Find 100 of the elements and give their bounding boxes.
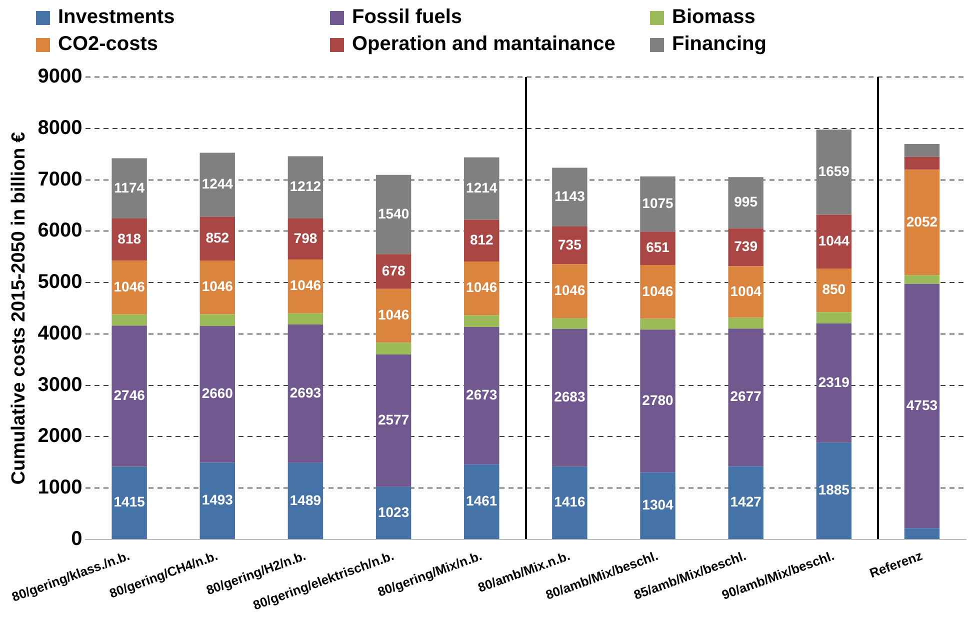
bar <box>464 315 500 328</box>
bar <box>288 260 324 314</box>
bar <box>200 326 236 463</box>
data-label: 1075 <box>642 194 674 211</box>
bar <box>816 130 852 215</box>
bar <box>288 156 324 219</box>
legend-label: Biomass <box>671 5 756 30</box>
bar <box>816 323 852 443</box>
bar <box>200 152 236 217</box>
data-label: 1489 <box>290 492 322 508</box>
data-label: 798 <box>294 230 318 246</box>
data-label: 1023 <box>378 504 410 520</box>
legend-label: CO2-costs <box>57 32 160 57</box>
data-label: 1214 <box>466 179 498 196</box>
bar <box>552 328 588 467</box>
bar <box>112 314 147 326</box>
bar <box>200 462 236 539</box>
data-label: 735 <box>558 236 582 252</box>
data-label: 2693 <box>290 384 322 401</box>
legend-label: Financing <box>671 32 768 57</box>
bar <box>640 472 676 539</box>
data-label: 2660 <box>202 385 234 402</box>
bar <box>904 144 940 157</box>
data-label: 2780 <box>642 392 674 408</box>
bar <box>464 220 500 262</box>
y-tick-label: 7000 <box>38 168 82 190</box>
data-label: 1174 <box>114 179 145 196</box>
y-tick-label: 9000 <box>38 66 82 88</box>
data-label: 1415 <box>114 494 146 510</box>
bar <box>904 170 940 276</box>
legend-label: Fossil fuels <box>351 5 464 30</box>
data-label: 1046 <box>114 278 146 294</box>
bar <box>816 214 852 268</box>
y-axis-title: Cumulative costs 2015-2050 in billion € <box>8 131 30 485</box>
bar <box>464 157 500 220</box>
data-label: 739 <box>734 238 758 254</box>
bar <box>904 156 940 170</box>
data-label: 1046 <box>290 277 322 294</box>
data-label: 1044 <box>818 232 850 248</box>
data-label: 850 <box>822 281 846 298</box>
y-tick-label: 1000 <box>38 476 82 499</box>
bar <box>288 462 324 539</box>
bar <box>640 330 676 472</box>
data-label: 1046 <box>466 279 498 296</box>
data-label: 4753 <box>906 396 938 413</box>
bar <box>376 354 412 487</box>
bar <box>728 177 764 228</box>
bar <box>728 328 764 466</box>
bar <box>464 464 500 539</box>
bar <box>552 466 588 539</box>
data-label: 678 <box>382 262 406 278</box>
data-label: 2319 <box>818 374 850 390</box>
data-label: 1540 <box>378 205 410 222</box>
y-tick-label: 6000 <box>38 220 82 242</box>
bar <box>904 284 940 528</box>
legend-label: Investments <box>57 5 176 30</box>
data-label: 1046 <box>378 306 410 323</box>
data-label: 1046 <box>554 282 586 298</box>
data-label: 1427 <box>730 493 762 510</box>
data-label: 1244 <box>202 176 234 192</box>
data-label: 852 <box>206 229 230 246</box>
bar <box>640 318 676 330</box>
bar <box>376 174 412 254</box>
bar <box>728 318 764 329</box>
data-label: 1143 <box>554 188 586 204</box>
bar <box>904 275 940 284</box>
data-label: 818 <box>118 230 142 246</box>
data-label: 1304 <box>642 496 674 513</box>
data-label: 2677 <box>730 388 762 404</box>
data-label: 2673 <box>466 386 498 403</box>
data-label: 1461 <box>466 492 498 509</box>
bar <box>200 314 236 326</box>
bar <box>464 327 500 464</box>
legend-label: Operation and mantainance <box>351 32 616 57</box>
bar <box>112 218 147 261</box>
data-label: 1416 <box>554 494 586 510</box>
bar <box>552 226 588 264</box>
data-label: 1004 <box>730 282 762 299</box>
data-label: 1659 <box>818 163 850 180</box>
data-label: 1046 <box>642 282 674 299</box>
bar <box>816 312 852 324</box>
bar <box>728 228 764 266</box>
bar <box>816 442 852 539</box>
y-tick-label: 3000 <box>38 374 82 396</box>
data-label: 651 <box>646 239 670 256</box>
bar <box>640 176 676 232</box>
bar <box>200 216 236 260</box>
bar <box>904 528 940 539</box>
bar <box>112 158 147 219</box>
y-tick-label: 2000 <box>38 425 82 448</box>
bar <box>288 313 324 325</box>
y-tick-label: 4000 <box>38 322 82 344</box>
data-label: 2683 <box>554 388 586 405</box>
y-tick-label: 5000 <box>38 271 82 294</box>
data-label: 1493 <box>202 492 234 508</box>
data-label: 1212 <box>290 178 322 194</box>
data-label: 2577 <box>378 412 410 428</box>
bar <box>288 324 324 463</box>
bar <box>112 466 147 539</box>
bar <box>112 326 147 467</box>
